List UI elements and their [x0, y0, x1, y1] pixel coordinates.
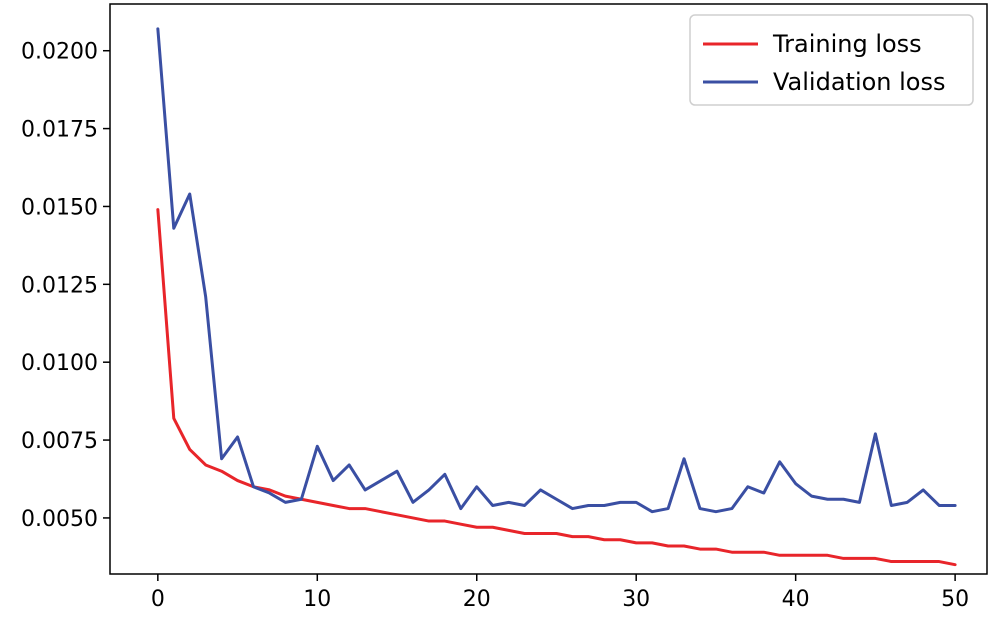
legend-label-validation-loss: Validation loss	[773, 68, 946, 96]
x-axis: 0 10 20 30 40 50	[151, 574, 969, 612]
y-tick-label: 0.0175	[21, 118, 98, 143]
legend: Training loss Validation loss	[689, 14, 974, 106]
y-tick-label: 0.0100	[21, 351, 98, 376]
x-tick-label: 20	[463, 587, 491, 612]
y-tick-label: 0.0125	[21, 273, 98, 298]
x-tick-label: 10	[303, 587, 331, 612]
series-layer	[156, 27, 957, 567]
y-tick-label: 0.0075	[21, 429, 98, 454]
x-tick-label: 40	[782, 587, 810, 612]
x-tick-label: 0	[151, 587, 165, 612]
x-tick-label: 30	[622, 587, 650, 612]
series-line-training-loss	[156, 208, 957, 567]
series-line-validation-loss	[156, 27, 957, 514]
legend-box	[689, 14, 974, 106]
y-tick-label: 0.0050	[21, 507, 98, 532]
y-axis: 0.0050 0.0075 0.0100 0.0125 0.0150 0.0175 0.02…	[21, 40, 110, 532]
x-tick-label: 50	[941, 587, 969, 612]
legend-label-training-loss: Training loss	[772, 30, 922, 58]
y-tick-label: 0.0150	[21, 195, 98, 220]
y-tick-label: 0.0200	[21, 40, 98, 65]
